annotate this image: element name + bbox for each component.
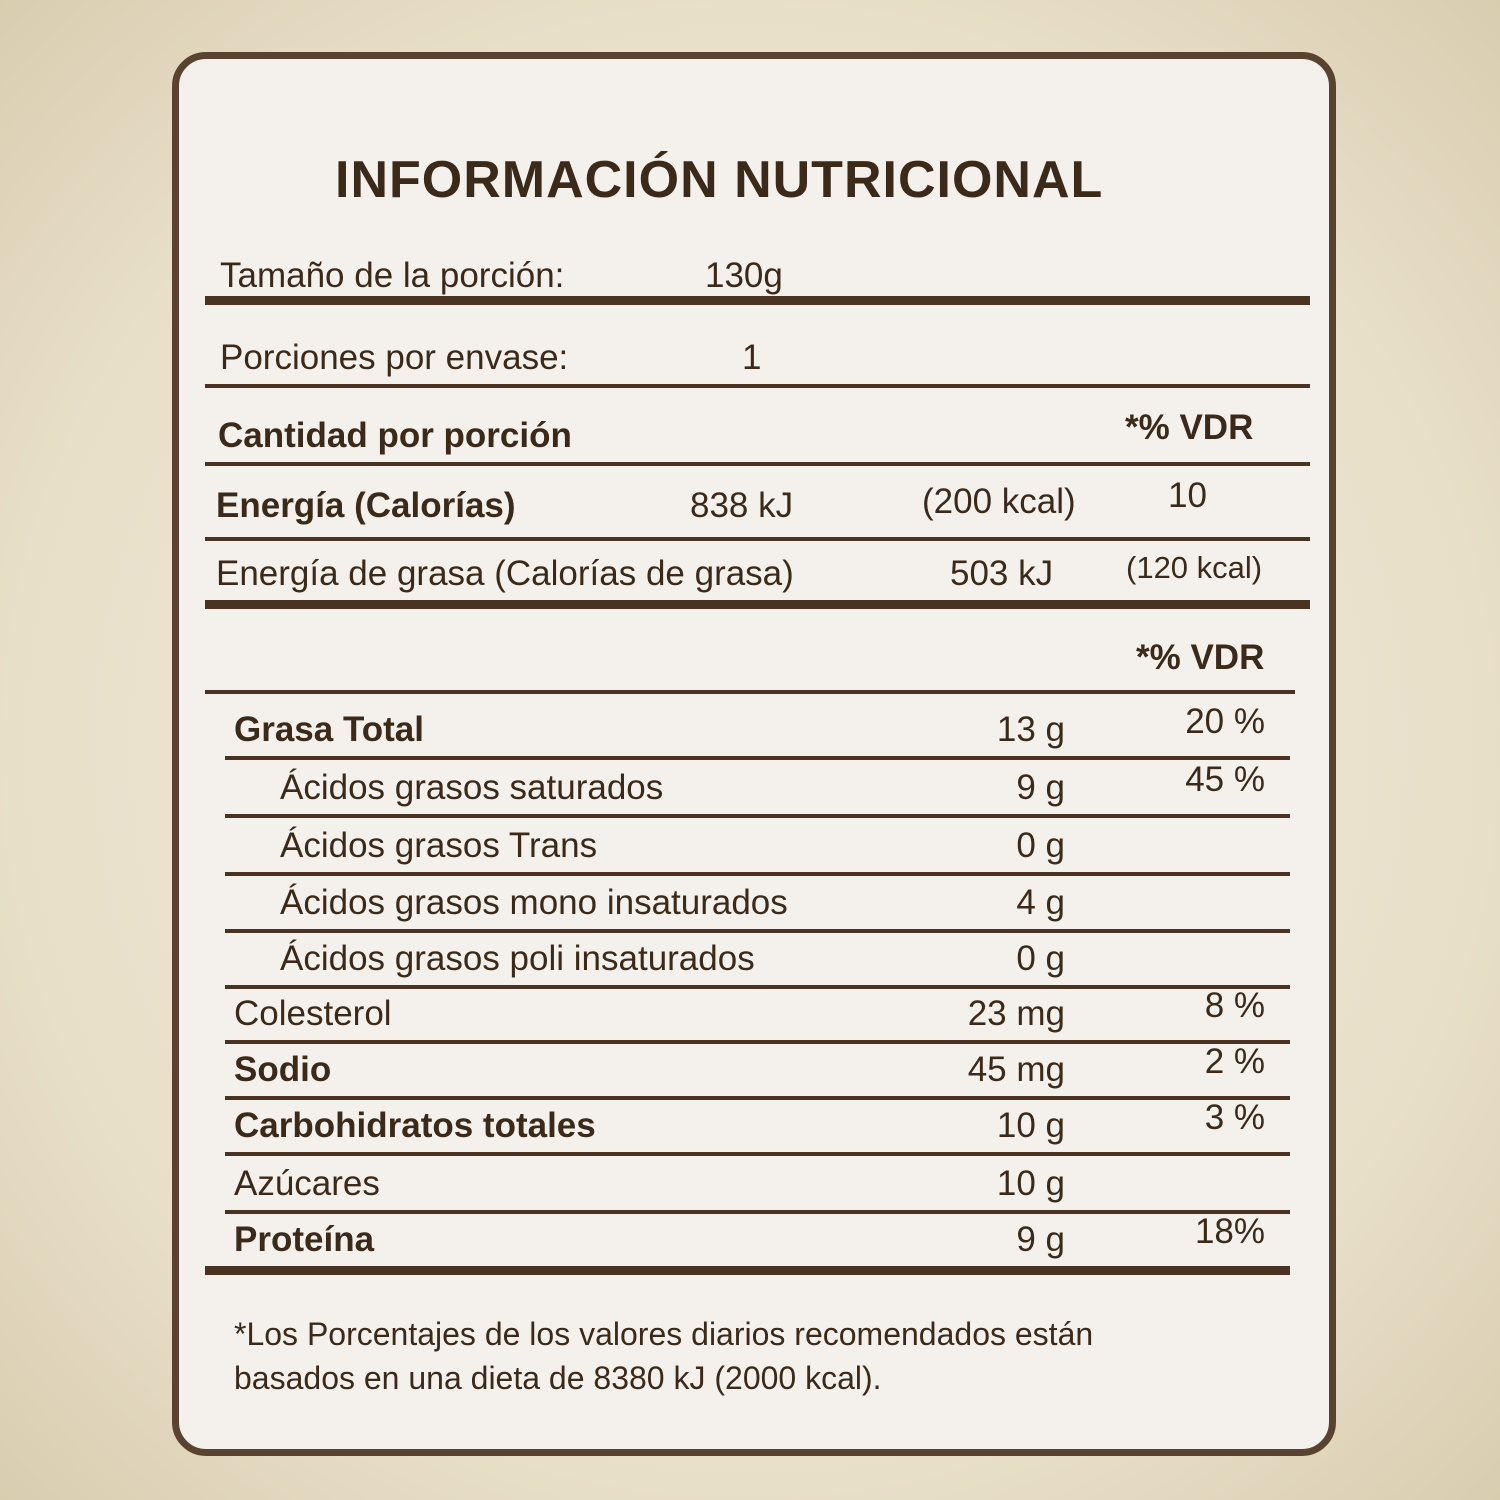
nutrient-amount: 10 g — [996, 1164, 1065, 1203]
energy-label: Energía (Calorías) — [216, 486, 516, 525]
footnote-line-1: *Los Porcentajes de los valores diarios … — [234, 1316, 1094, 1352]
nutrient-vdr: 2 % — [1204, 1042, 1265, 1081]
nutrient-vdr: 45 % — [1185, 760, 1265, 799]
nutrient-label: Carbohidratos totales — [234, 1106, 596, 1145]
nutrient-amount: 4 g — [1016, 883, 1065, 922]
vdr-header: *% VDR — [1125, 408, 1254, 447]
nutrient-vdr: 8 % — [1204, 986, 1265, 1025]
fat-energy-label: Energía de grasa (Calorías de grasa) — [216, 554, 794, 593]
nutrient-label: Ácidos grasos Trans — [280, 826, 598, 865]
nutrient-label: Grasa Total — [234, 710, 424, 749]
nutrient-label: Colesterol — [234, 994, 392, 1033]
servings-value: 1 — [742, 338, 762, 377]
nutrient-label: Sodio — [234, 1050, 332, 1089]
vdr-header-2: *% VDR — [1136, 638, 1265, 677]
nutrient-amount: 13 g — [996, 710, 1065, 749]
divider — [205, 462, 1310, 466]
divider — [225, 1096, 1290, 1100]
divider — [225, 872, 1290, 876]
nutrient-amount: 0 g — [1016, 826, 1065, 865]
nutrient-vdr: 20 % — [1185, 702, 1265, 741]
nutrient-amount: 0 g — [1016, 939, 1065, 978]
energy-kcal: (200 kcal) — [922, 482, 1076, 521]
energy-vdr: 10 — [1168, 476, 1207, 515]
nutrient-vdr: 18% — [1194, 1212, 1265, 1251]
nutrient-vdr: 3 % — [1204, 1098, 1265, 1137]
divider — [225, 985, 1290, 989]
divider — [225, 1210, 1290, 1214]
divider — [205, 690, 1295, 694]
serving-size-value: 130g — [705, 256, 783, 295]
divider — [205, 600, 1310, 609]
serving-size-label: Tamaño de la porción: — [220, 256, 565, 295]
nutrient-amount: 9 g — [1016, 1220, 1065, 1259]
nutrient-label: Azúcares — [234, 1164, 380, 1203]
nutrient-label: Proteína — [234, 1220, 375, 1259]
divider — [205, 537, 1310, 541]
amount-header: Cantidad por porción — [218, 416, 572, 455]
nutrient-amount: 10 g — [996, 1106, 1065, 1145]
footnote-line-2: basados en una dieta de 8380 kJ (2000 kc… — [234, 1360, 882, 1396]
label-title: INFORMACIÓN NUTRICIONAL — [335, 151, 1104, 209]
nutrition-label — [172, 52, 1336, 1456]
divider — [225, 929, 1290, 933]
divider — [205, 1266, 1290, 1275]
divider — [205, 384, 1310, 388]
nutrient-label: Ácidos grasos mono insaturados — [280, 883, 788, 922]
divider — [225, 1152, 1290, 1156]
servings-label: Porciones por envase: — [220, 338, 569, 377]
nutrient-label: Ácidos grasos poli insaturados — [280, 939, 755, 978]
divider — [225, 1040, 1290, 1044]
nutrient-amount: 45 mg — [967, 1050, 1065, 1089]
nutrient-label: Ácidos grasos saturados — [280, 768, 664, 807]
divider — [225, 814, 1290, 818]
divider — [225, 756, 1290, 760]
divider — [205, 296, 1310, 305]
nutrient-amount: 9 g — [1016, 768, 1065, 807]
fat-energy-kj: 503 kJ — [950, 554, 1054, 593]
nutrient-amount: 23 mg — [967, 994, 1065, 1033]
energy-kj: 838 kJ — [690, 486, 794, 525]
fat-energy-kcal: (120 kcal) — [1126, 550, 1263, 585]
